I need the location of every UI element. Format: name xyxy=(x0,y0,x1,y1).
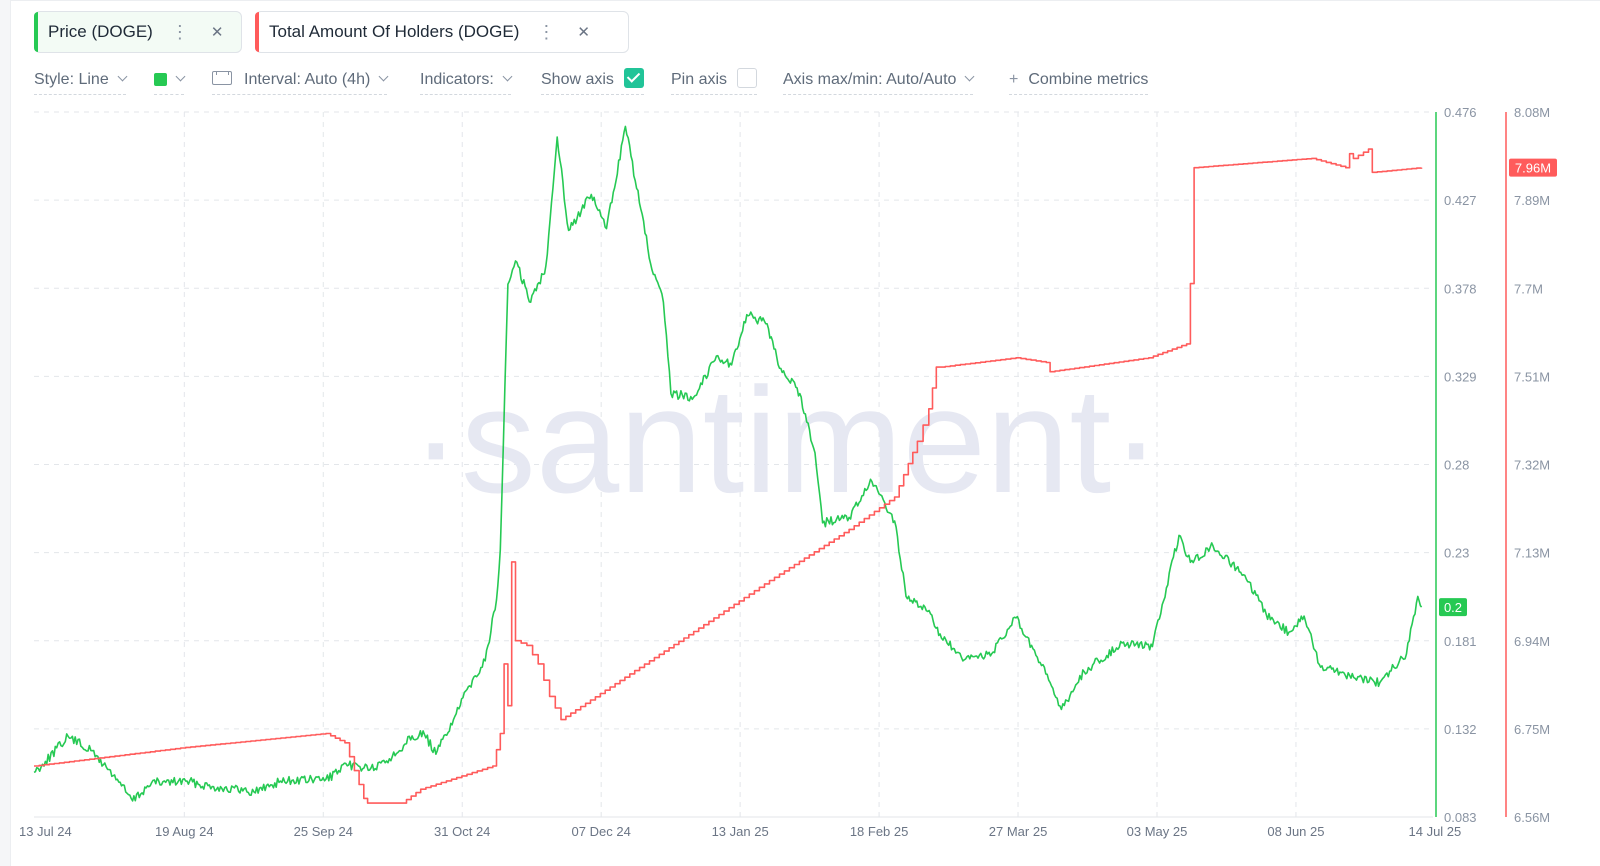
top-border xyxy=(10,0,1600,1)
x-tick-label: 07 Dec 24 xyxy=(572,824,631,839)
axis-maxmin-dropdown[interactable]: Axis max/min: Auto/Auto xyxy=(783,66,975,95)
axis-maxmin-label: Axis max/min: Auto/Auto xyxy=(783,71,957,88)
x-tick-label: 13 Jul 24 xyxy=(19,824,72,839)
x-tick-label: 18 Feb 25 xyxy=(850,824,909,839)
holders-series-line xyxy=(34,148,1423,804)
show-axis-label: Show axis xyxy=(541,71,614,88)
x-tick-label: 27 Mar 25 xyxy=(989,824,1048,839)
y-left-tick-label: 0.427 xyxy=(1444,193,1477,208)
y-right-tick-label: 6.94M xyxy=(1514,634,1550,649)
x-tick-label: 14 Jul 25 xyxy=(1409,824,1462,839)
y-right-tick-label: 6.56M xyxy=(1514,810,1550,825)
metric-tab-price-label: Price (DOGE) xyxy=(48,22,153,41)
show-axis-toggle[interactable]: Show axis xyxy=(541,66,644,95)
y-right-tick-label: 8.08M xyxy=(1514,105,1550,120)
color-swatch xyxy=(154,73,167,87)
holders-current-label: 7.96M xyxy=(1515,161,1551,176)
x-tick-label: 31 Oct 24 xyxy=(434,824,490,839)
y-right-tick-label: 6.75M xyxy=(1514,722,1550,737)
interval-dropdown[interactable]: Interval: Auto (4h) xyxy=(212,66,389,95)
price-current-label: 0.2 xyxy=(1444,600,1462,615)
more-options-icon[interactable]: ⋮ xyxy=(537,21,556,42)
y-left-tick-label: 0.083 xyxy=(1444,810,1477,825)
plus-icon: + xyxy=(1009,71,1019,88)
holders-current-badge xyxy=(1509,158,1557,177)
y-left-tick-label: 0.476 xyxy=(1444,105,1477,120)
more-options-icon[interactable]: ⋮ xyxy=(170,21,189,42)
x-tick-label: 13 Jan 25 xyxy=(712,824,769,839)
y-right-tick-label: 7.32M xyxy=(1514,458,1550,473)
y-left-tick-label: 0.23 xyxy=(1444,546,1469,561)
y-left-tick-label: 0.181 xyxy=(1444,634,1477,649)
indicators-label: Indicators: xyxy=(420,71,494,88)
price-series-line xyxy=(33,125,1423,802)
x-tick-label: 03 May 25 xyxy=(1127,824,1188,839)
x-tick-label: 08 Jun 25 xyxy=(1267,824,1324,839)
chart-axis-labels: 0.476 8.08M 0.427 7.89M 0.378 7.7M 0.329 7.51M 0… xyxy=(19,105,1550,839)
metric-tab-holders-label: Total Amount Of Holders (DOGE) xyxy=(269,22,520,41)
y-right-tick-label: 7.51M xyxy=(1514,369,1550,384)
pin-axis-toggle[interactable]: Pin axis xyxy=(671,66,758,95)
show-axis-checkbox[interactable] xyxy=(623,67,644,88)
color-picker[interactable] xyxy=(154,66,186,95)
y-right-tick-label: 7.89M xyxy=(1514,193,1550,208)
metric-tab-price[interactable]: Price (DOGE) ⋮ ✕ xyxy=(34,11,242,53)
x-tick-label: 19 Aug 24 xyxy=(155,824,214,839)
y-right-tick-label: 7.7M xyxy=(1514,281,1543,296)
santiment-watermark: ·santiment· xyxy=(411,356,1161,524)
close-icon[interactable]: ✕ xyxy=(210,24,224,41)
indicators-dropdown[interactable]: Indicators: xyxy=(420,66,513,95)
combine-metrics-button[interactable]: + Combine metrics xyxy=(1009,66,1149,95)
combine-metrics-label: Combine metrics xyxy=(1028,71,1149,88)
pin-axis-checkbox[interactable] xyxy=(737,67,758,88)
metric-color-bar-holders xyxy=(255,12,259,52)
left-edge xyxy=(0,0,11,866)
chart-grid xyxy=(34,111,1433,818)
style-dropdown[interactable]: Style: Line xyxy=(34,66,128,95)
close-icon[interactable]: ✕ xyxy=(577,24,590,41)
metric-color-bar-price xyxy=(34,12,38,52)
y-left-tick-label: 0.329 xyxy=(1444,369,1477,384)
pin-axis-label: Pin axis xyxy=(671,71,728,88)
interval-label: Interval: Auto (4h) xyxy=(244,71,371,88)
y-right-tick-label: 7.13M xyxy=(1514,546,1550,561)
price-current-badge xyxy=(1439,598,1467,617)
chart-axes: 0.2 7.96M xyxy=(1435,112,1557,817)
style-label: Style: Line xyxy=(34,71,109,88)
metric-tab-holders[interactable]: Total Amount Of Holders (DOGE) ⋮ ✕ xyxy=(255,11,629,53)
calendar-icon xyxy=(212,70,232,85)
y-left-tick-label: 0.132 xyxy=(1444,722,1477,737)
y-left-tick-label: 0.28 xyxy=(1444,458,1469,473)
chart-series xyxy=(33,125,1423,804)
y-left-tick-label: 0.378 xyxy=(1444,281,1477,296)
x-tick-label: 25 Sep 24 xyxy=(294,824,353,839)
